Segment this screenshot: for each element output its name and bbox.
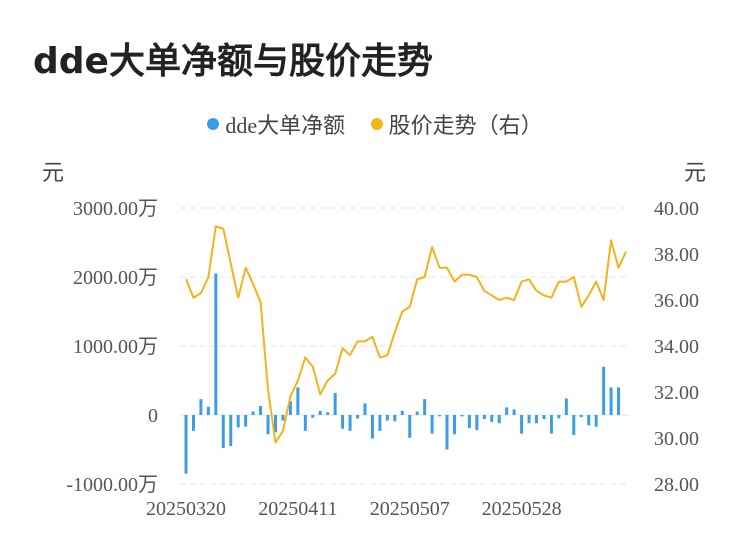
dde-bar [393, 415, 397, 422]
dde-bar [602, 366, 606, 415]
dde-bar [579, 415, 583, 418]
right-tick-label: 30.00 [654, 428, 699, 450]
dde-bar [214, 273, 218, 415]
dde-bar [527, 415, 531, 424]
dde-bar [333, 392, 337, 415]
dde-bar [452, 415, 456, 435]
dde-bar [303, 415, 307, 431]
dde-bar [184, 415, 188, 474]
dde-bar [430, 415, 434, 434]
dde-bar [557, 415, 561, 419]
dde-bar [475, 415, 479, 431]
dde-bar [423, 399, 427, 415]
legend-dot-price-icon [370, 118, 383, 130]
dde-bar [259, 406, 263, 415]
x-tick-label: 20250507 [370, 498, 450, 520]
legend-label-price: 股价走势（右） [388, 113, 543, 138]
dde-bar [326, 412, 330, 415]
dde-bar [467, 415, 471, 429]
left-tick-label: 0 [148, 405, 158, 427]
legend: dde大单净额 股价走势（右） [0, 108, 750, 140]
dde-bar [221, 415, 225, 449]
dde-bar [311, 415, 315, 418]
right-tick-label: 36.00 [654, 290, 699, 312]
dde-bar [273, 415, 277, 433]
dde-bar [520, 415, 524, 434]
right-tick-label: 34.00 [654, 336, 699, 358]
left-tick-label: -1000.00万 [66, 474, 158, 496]
dde-bar [251, 411, 255, 415]
right-tick-label: 38.00 [654, 244, 699, 266]
dde-bar [460, 415, 464, 417]
dde-bar [363, 403, 367, 415]
dde-bar [512, 409, 516, 415]
dde-bar [587, 415, 591, 426]
legend-label-dde: dde大单净额 [225, 113, 346, 138]
dde-bar [415, 411, 419, 415]
dde-bar [497, 415, 501, 424]
dde-bar [572, 415, 576, 436]
dde-bar [564, 398, 568, 415]
dde-bar [535, 415, 539, 424]
dde-bar [229, 415, 233, 447]
dde-bar [244, 415, 248, 427]
dde-bar [617, 387, 621, 415]
right-tick-label: 32.00 [654, 382, 699, 404]
dde-bar [318, 410, 322, 415]
right-tick-label: 28.00 [654, 474, 699, 496]
dde-bar [356, 415, 360, 419]
right-tick-label: 40.00 [654, 198, 699, 220]
dde-bar [385, 415, 389, 421]
dde-bar [549, 415, 553, 434]
dde-bar [400, 410, 404, 415]
dde-bar [266, 415, 270, 435]
x-tick-label: 20250528 [482, 498, 562, 520]
left-axis-unit: 元 [42, 160, 65, 185]
dde-bar [490, 415, 494, 422]
dde-bar [505, 407, 509, 415]
dde-bar [348, 415, 352, 431]
dde-bar [281, 415, 285, 421]
dde-bar [445, 415, 449, 450]
dde-bar [288, 401, 292, 415]
dde-bar [341, 415, 345, 429]
dde-bar [206, 406, 210, 415]
dde-bar [594, 415, 598, 427]
left-tick-label: 3000.00万 [73, 198, 158, 220]
dde-bar [482, 415, 486, 420]
dde-bar [296, 387, 300, 415]
legend-item-dde[interactable]: dde大单净额 [207, 108, 345, 140]
legend-item-price[interactable]: 股价走势（右） [370, 108, 543, 140]
dde-bar [408, 415, 412, 438]
left-tick-label: 2000.00万 [73, 267, 158, 289]
dde-bar [378, 415, 382, 431]
dde-bar [542, 415, 546, 420]
dde-bar [370, 415, 374, 439]
right-axis-unit: 元 [684, 160, 707, 185]
chart-title: dde大单净额与股价走势 [33, 41, 433, 82]
price-line [185, 225, 627, 444]
dde-bar [438, 415, 442, 417]
dde-bar [236, 415, 240, 428]
dde-bar [191, 415, 195, 431]
dde-bar [199, 399, 203, 415]
x-tick-label: 20250320 [146, 498, 226, 520]
dde-bar [609, 387, 613, 415]
left-tick-label: 1000.00万 [73, 336, 158, 358]
x-tick-label: 20250411 [258, 498, 337, 520]
legend-dot-dde-icon [207, 118, 220, 130]
